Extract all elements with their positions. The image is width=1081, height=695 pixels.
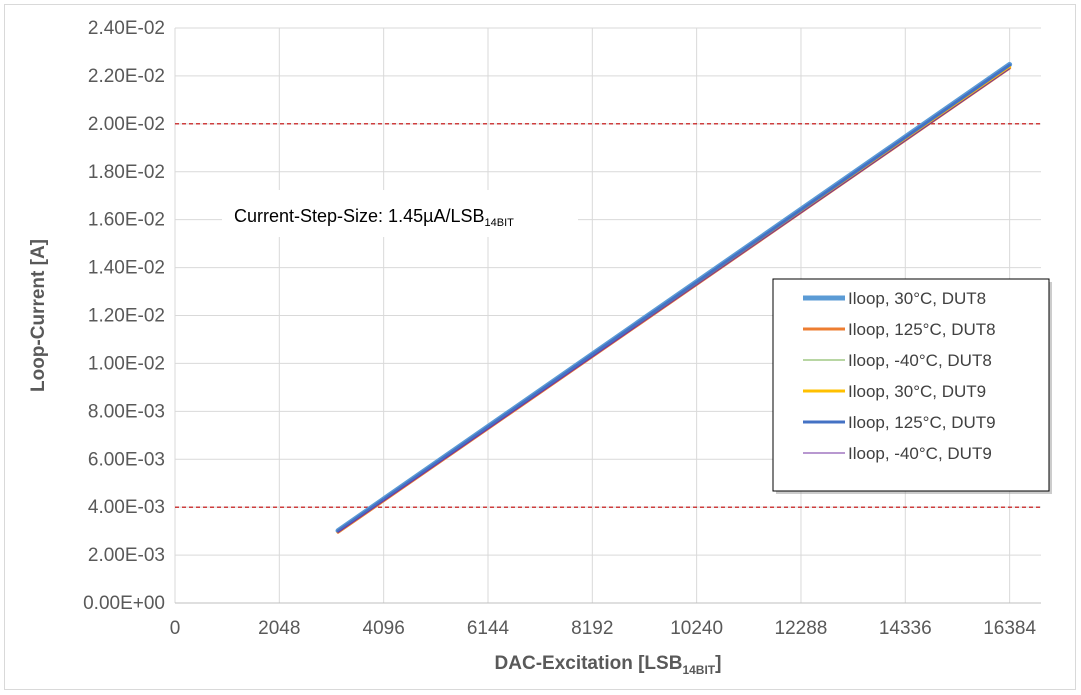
x-tick-label: 6144: [467, 618, 510, 639]
y-tick-label: 8.00E-03: [88, 401, 165, 422]
series-layer: [335, 61, 1013, 534]
annotation-text: Current-Step-Size: 1.45µA/LSB14BIT: [234, 206, 514, 229]
legend-entry-label: Iloop, 125°C, DUT9: [848, 413, 996, 432]
legend-entry-label: Iloop, 30°C, DUT8: [848, 289, 986, 308]
annotation-layer: Current-Step-Size: 1.45µA/LSB14BIT: [222, 190, 578, 237]
y-tick-label: 4.00E-03: [88, 497, 165, 518]
x-tick-label: 8192: [571, 618, 613, 639]
y-tick-label: 1.20E-02: [88, 306, 165, 327]
legend-entry-label: Iloop, -40°C, DUT9: [848, 444, 992, 463]
series-line: [337, 68, 1011, 534]
y-tick-label: 0.00E+00: [83, 593, 165, 614]
chart-frame: [4, 4, 1076, 690]
x-tick-label: 2048: [258, 618, 300, 639]
x-tick-label: 12288: [775, 618, 828, 639]
y-tick-label: 1.60E-02: [88, 210, 165, 231]
annotation-box: [222, 190, 578, 237]
legend-box: [772, 278, 1050, 492]
y-tick-label: 1.80E-02: [88, 162, 165, 183]
tick-labels: 0.00E+00 2.00E-03 4.00E-03 6.00E-03 8.00E-03…: [83, 18, 1036, 639]
series-line: [336, 63, 1012, 533]
x-tick-label: 10240: [670, 618, 723, 639]
x-tick-label: 16384: [983, 618, 1036, 639]
x-tick-label: 0: [170, 618, 181, 639]
y-tick-label: 1.00E-02: [88, 353, 165, 374]
x-tick-label: 14336: [879, 618, 932, 639]
x-tick-label: 4096: [363, 618, 405, 639]
legend-entry-label: Iloop, 125°C, DUT8: [848, 320, 996, 339]
y-tick-label: 6.00E-03: [88, 449, 165, 470]
reference-lines: [175, 123, 1041, 508]
legend-entry-label: Iloop, -40°C, DUT8: [848, 351, 992, 370]
legend: Iloop, 30°C, DUT8 Iloop, 125°C, DUT8 Iloop…: [772, 278, 1052, 494]
y-tick-label: 2.00E-02: [88, 114, 165, 135]
y-axis-title: Loop-Current [A]: [28, 239, 49, 392]
y-tick-label: 2.40E-02: [88, 18, 165, 39]
y-tick-label: 1.40E-02: [88, 258, 165, 279]
y-tick-label: 2.00E-03: [88, 545, 165, 566]
y-tick-label: 2.20E-02: [88, 66, 165, 87]
x-axis-title: DAC-Excitation [LSB14BIT]: [495, 653, 722, 677]
legend-entry-label: Iloop, 30°C, DUT9: [848, 382, 986, 401]
